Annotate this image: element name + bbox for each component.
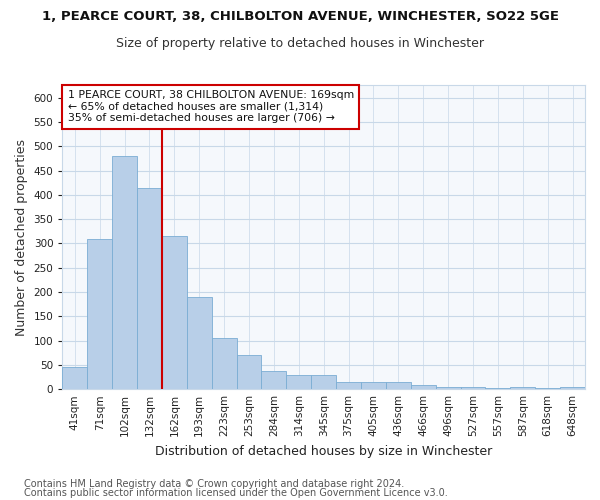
X-axis label: Distribution of detached houses by size in Winchester: Distribution of detached houses by size … (155, 444, 492, 458)
Text: 1 PEARCE COURT, 38 CHILBOLTON AVENUE: 169sqm
← 65% of detached houses are smalle: 1 PEARCE COURT, 38 CHILBOLTON AVENUE: 16… (68, 90, 354, 124)
Bar (386, 382, 411, 389)
Bar (87, 238, 112, 389)
Bar (137, 188, 162, 389)
Bar (411, 386, 436, 389)
Bar (535, 388, 560, 389)
Bar (560, 387, 585, 389)
Bar (461, 387, 485, 389)
Bar (62, 368, 87, 389)
Bar (187, 297, 212, 389)
Bar (436, 387, 461, 389)
Bar (336, 382, 361, 389)
Bar (311, 374, 336, 389)
Bar (236, 355, 262, 389)
Bar (162, 236, 187, 389)
Y-axis label: Number of detached properties: Number of detached properties (15, 139, 28, 336)
Text: Contains HM Land Registry data © Crown copyright and database right 2024.: Contains HM Land Registry data © Crown c… (24, 479, 404, 489)
Bar (485, 388, 511, 389)
Bar (511, 387, 535, 389)
Bar (262, 371, 286, 389)
Text: Contains public sector information licensed under the Open Government Licence v3: Contains public sector information licen… (24, 488, 448, 498)
Bar (112, 156, 137, 389)
Bar (212, 338, 236, 389)
Bar (361, 382, 386, 389)
Bar (286, 374, 311, 389)
Text: 1, PEARCE COURT, 38, CHILBOLTON AVENUE, WINCHESTER, SO22 5GE: 1, PEARCE COURT, 38, CHILBOLTON AVENUE, … (41, 10, 559, 23)
Text: Size of property relative to detached houses in Winchester: Size of property relative to detached ho… (116, 38, 484, 51)
